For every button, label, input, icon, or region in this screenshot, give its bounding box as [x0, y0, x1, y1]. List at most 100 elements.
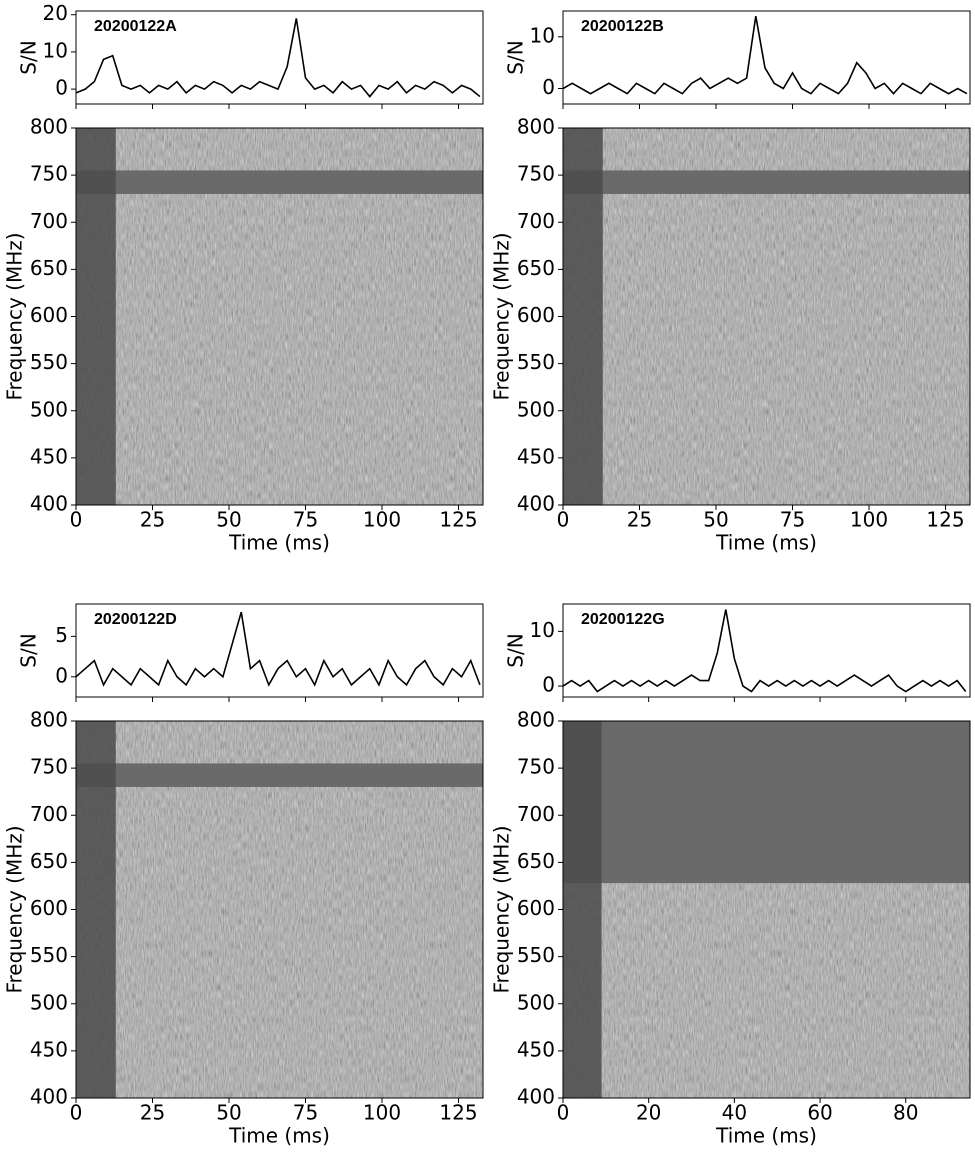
y-tick-label: 750: [30, 162, 68, 186]
sn-line: [76, 18, 481, 98]
y-tick-label: 800: [30, 708, 68, 732]
y-tick-label: 550: [30, 943, 68, 967]
y-axis-label: S/N: [504, 40, 528, 74]
y-tick-label: 700: [517, 802, 555, 826]
x-tick-label: 80: [893, 1101, 918, 1125]
flagged-strip: [563, 128, 603, 505]
y-tick-label: 650: [30, 256, 68, 280]
flagged-strip: [563, 721, 602, 1098]
y-tick-label: 450: [30, 1037, 68, 1061]
y-tick-label: 500: [517, 990, 555, 1014]
y-tick-label: 600: [30, 303, 68, 327]
x-tick-label: 0: [557, 1101, 570, 1125]
x-tick-label: 50: [216, 508, 241, 532]
x-axis-label: Time (ms): [228, 1124, 330, 1148]
y-tick-label: 450: [30, 444, 68, 468]
x-tick-label: 50: [703, 508, 728, 532]
y-tick-label: 10: [43, 38, 68, 62]
y-tick-label: 500: [30, 397, 68, 421]
y-tick-label: 400: [517, 1085, 555, 1109]
x-tick-label: 125: [439, 1101, 477, 1125]
y-tick-label: 450: [517, 444, 555, 468]
y-tick-label: 550: [517, 350, 555, 374]
x-tick-label: 0: [557, 508, 570, 532]
y-tick-label: 550: [517, 943, 555, 967]
x-tick-label: 75: [293, 508, 318, 532]
y-tick-label: 750: [517, 162, 555, 186]
y-tick-label: 700: [517, 209, 555, 233]
y-tick-label: 400: [517, 492, 555, 516]
x-tick-label: 25: [140, 1101, 165, 1125]
y-tick-label: 10: [530, 618, 555, 642]
flagged-strip: [76, 128, 116, 505]
y-tick-label: 650: [30, 849, 68, 873]
x-tick-label: 50: [216, 1101, 241, 1125]
masked-band: [76, 763, 483, 787]
x-tick-label: 25: [140, 508, 165, 532]
masked-band: [563, 170, 970, 194]
y-tick-label: 5: [55, 623, 68, 647]
sn-line: [76, 611, 481, 687]
y-axis-label: S/N: [17, 633, 41, 667]
y-tick-label: 0: [55, 76, 68, 100]
y-tick-label: 0: [542, 673, 555, 697]
y-axis-label: Frequency (MHz): [3, 232, 27, 400]
x-tick-label: 125: [926, 508, 964, 532]
x-tick-label: 20: [636, 1101, 661, 1125]
x-axis-label: Time (ms): [715, 531, 817, 555]
y-tick-label: 450: [517, 1037, 555, 1061]
sn-line: [563, 609, 967, 693]
y-tick-label: 750: [517, 755, 555, 779]
y-tick-label: 0: [55, 663, 68, 687]
y-tick-label: 800: [517, 708, 555, 732]
y-tick-label: 0: [542, 75, 555, 99]
x-tick-label: 100: [363, 508, 401, 532]
axes-frame: [75, 10, 484, 105]
x-tick-label: 25: [627, 508, 652, 532]
y-tick-label: 400: [30, 492, 68, 516]
axes-frame: [562, 603, 971, 698]
y-tick-label: 550: [30, 350, 68, 374]
y-axis-label: Frequency (MHz): [3, 825, 27, 993]
axes-frame: [75, 603, 484, 698]
x-tick-label: 0: [70, 508, 83, 532]
y-tick-label: 800: [30, 115, 68, 139]
x-axis-label: Time (ms): [715, 1124, 817, 1148]
x-tick-label: 125: [439, 508, 477, 532]
y-tick-label: 600: [517, 896, 555, 920]
y-axis-label: Frequency (MHz): [490, 825, 514, 993]
x-tick-label: 75: [780, 508, 805, 532]
sn-line: [563, 16, 968, 95]
burst-name: 20200122G: [581, 611, 665, 628]
y-tick-label: 10: [530, 23, 555, 47]
masked-band: [563, 721, 970, 884]
y-tick-label: 500: [517, 397, 555, 421]
y-tick-label: 700: [30, 209, 68, 233]
y-tick-label: 400: [30, 1085, 68, 1109]
y-tick-label: 20: [43, 1, 68, 25]
flagged-strip: [76, 721, 116, 1098]
y-tick-label: 650: [517, 256, 555, 280]
y-tick-label: 600: [517, 303, 555, 327]
y-tick-label: 800: [517, 115, 555, 139]
x-tick-label: 60: [807, 1101, 832, 1125]
x-tick-label: 100: [850, 508, 888, 532]
burst-name: 20200122B: [581, 18, 664, 35]
y-tick-label: 650: [517, 849, 555, 873]
y-axis-label: Frequency (MHz): [490, 232, 514, 400]
x-tick-label: 0: [70, 1101, 83, 1125]
masked-band: [76, 170, 483, 194]
x-tick-label: 75: [293, 1101, 318, 1125]
y-tick-label: 500: [30, 990, 68, 1014]
burst-name: 20200122D: [94, 611, 177, 628]
y-tick-label: 700: [30, 802, 68, 826]
y-tick-label: 600: [30, 896, 68, 920]
y-axis-label: S/N: [17, 40, 41, 74]
x-axis-label: Time (ms): [228, 531, 330, 555]
axes-frame: [562, 10, 971, 105]
x-tick-label: 40: [722, 1101, 747, 1125]
y-axis-label: S/N: [504, 633, 528, 667]
x-tick-label: 100: [363, 1101, 401, 1125]
